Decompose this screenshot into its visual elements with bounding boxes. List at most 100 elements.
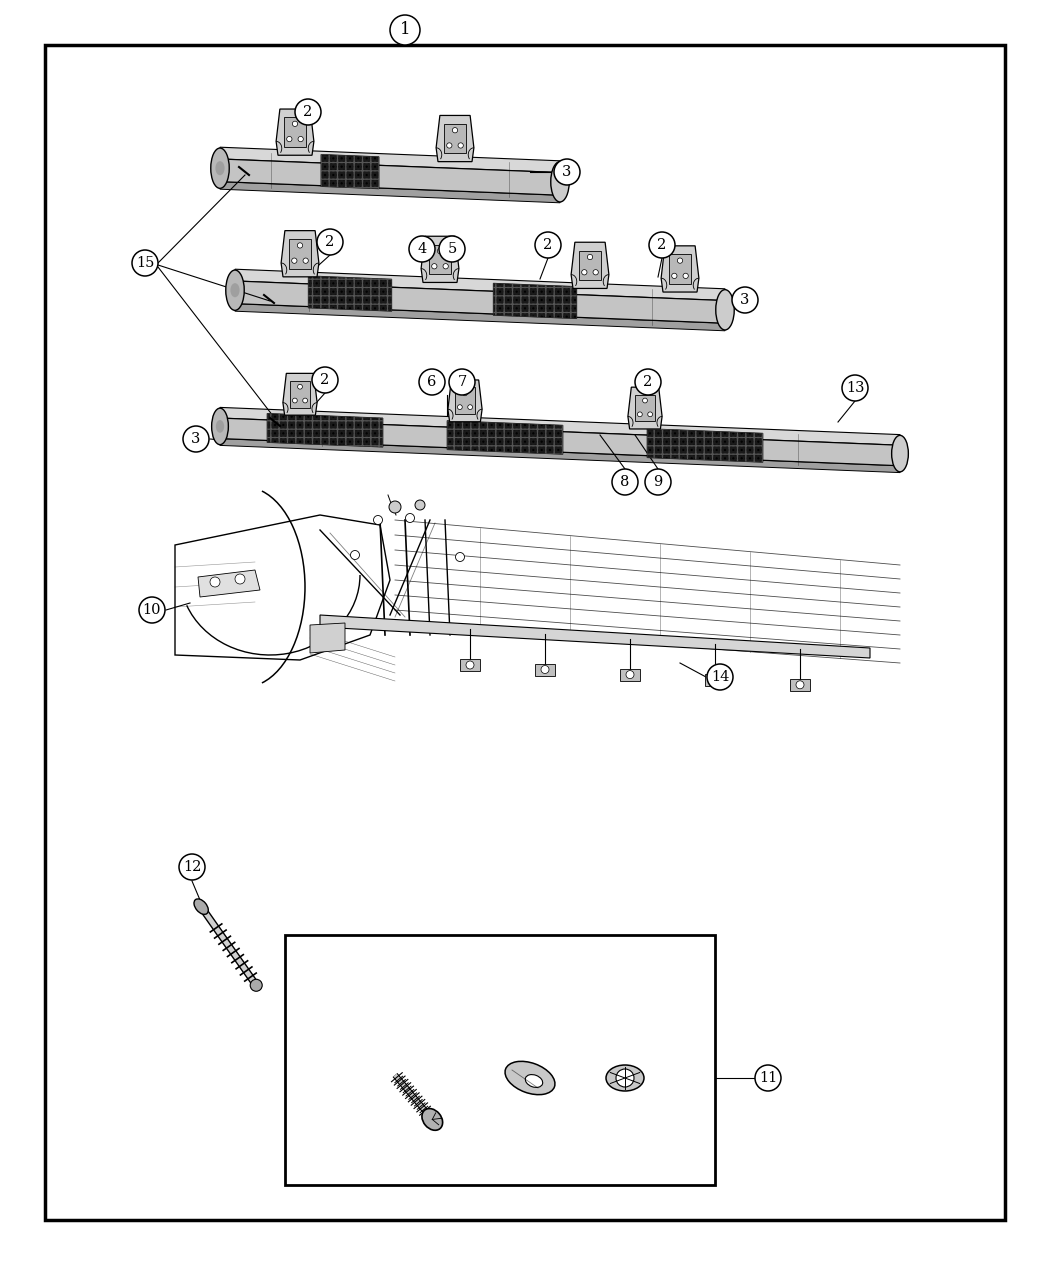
Polygon shape: [267, 413, 383, 448]
Polygon shape: [220, 418, 900, 465]
Circle shape: [456, 552, 464, 561]
Ellipse shape: [230, 283, 239, 297]
Text: 11: 11: [759, 1071, 777, 1085]
Circle shape: [405, 514, 415, 523]
Circle shape: [458, 404, 462, 409]
Circle shape: [388, 501, 401, 513]
Ellipse shape: [212, 408, 228, 445]
Text: 2: 2: [644, 375, 653, 389]
Polygon shape: [571, 242, 609, 288]
Circle shape: [132, 250, 158, 275]
Ellipse shape: [551, 162, 569, 201]
Bar: [536, 663, 555, 676]
Polygon shape: [647, 428, 762, 463]
Polygon shape: [635, 395, 654, 422]
Bar: [460, 659, 480, 671]
Circle shape: [616, 1068, 634, 1088]
Text: 15: 15: [135, 256, 154, 270]
Circle shape: [295, 99, 321, 125]
Text: 10: 10: [143, 603, 162, 617]
Text: 13: 13: [845, 381, 864, 395]
Circle shape: [648, 412, 652, 417]
Ellipse shape: [716, 289, 734, 330]
Polygon shape: [429, 245, 450, 274]
Text: 5: 5: [447, 242, 457, 256]
Text: 2: 2: [657, 238, 667, 252]
Bar: [285, 935, 715, 1184]
Text: 7: 7: [458, 375, 466, 389]
Circle shape: [677, 258, 682, 263]
Circle shape: [645, 469, 671, 495]
Polygon shape: [421, 236, 459, 283]
Circle shape: [390, 15, 420, 45]
Circle shape: [449, 368, 475, 395]
Ellipse shape: [525, 1075, 543, 1088]
Polygon shape: [670, 254, 691, 284]
Circle shape: [467, 404, 472, 409]
Circle shape: [453, 128, 458, 133]
Circle shape: [410, 236, 435, 261]
Polygon shape: [235, 280, 724, 324]
Circle shape: [443, 264, 448, 269]
Ellipse shape: [215, 161, 225, 175]
Circle shape: [415, 500, 425, 510]
Text: 1: 1: [400, 22, 411, 38]
Polygon shape: [220, 408, 900, 445]
Circle shape: [351, 551, 359, 560]
Circle shape: [250, 979, 262, 991]
Circle shape: [178, 854, 205, 880]
Text: 9: 9: [653, 476, 663, 490]
Circle shape: [649, 232, 675, 258]
Text: 2: 2: [544, 238, 552, 252]
Polygon shape: [444, 124, 465, 153]
Polygon shape: [320, 615, 870, 658]
Circle shape: [317, 230, 343, 255]
Polygon shape: [220, 439, 900, 473]
Polygon shape: [628, 388, 663, 428]
Bar: [790, 678, 810, 691]
Circle shape: [541, 666, 549, 673]
Circle shape: [297, 242, 302, 249]
Text: 2: 2: [303, 105, 313, 119]
Circle shape: [446, 143, 452, 148]
Polygon shape: [220, 147, 560, 172]
Polygon shape: [321, 154, 379, 189]
Circle shape: [842, 375, 868, 402]
Circle shape: [682, 273, 689, 278]
Ellipse shape: [211, 148, 229, 189]
Polygon shape: [494, 283, 576, 319]
Circle shape: [292, 258, 297, 264]
Polygon shape: [662, 246, 699, 292]
Text: 2: 2: [326, 235, 335, 249]
Text: 3: 3: [740, 293, 750, 307]
Text: 3: 3: [563, 164, 571, 178]
Circle shape: [439, 236, 465, 261]
Polygon shape: [310, 623, 345, 653]
Ellipse shape: [505, 1061, 555, 1095]
Text: 3: 3: [191, 432, 201, 446]
Text: 12: 12: [183, 861, 202, 873]
Circle shape: [643, 398, 648, 403]
Polygon shape: [282, 374, 317, 416]
Circle shape: [183, 426, 209, 453]
Circle shape: [732, 287, 758, 312]
Polygon shape: [448, 380, 482, 422]
Ellipse shape: [422, 1108, 443, 1131]
Circle shape: [612, 469, 638, 495]
Circle shape: [755, 1065, 781, 1091]
Circle shape: [635, 368, 662, 395]
Circle shape: [297, 384, 302, 389]
Circle shape: [796, 681, 804, 688]
Polygon shape: [220, 181, 560, 203]
Ellipse shape: [226, 270, 245, 310]
Circle shape: [711, 676, 719, 683]
Circle shape: [587, 255, 592, 260]
Polygon shape: [285, 117, 306, 147]
Circle shape: [466, 660, 474, 669]
Polygon shape: [456, 388, 475, 414]
Circle shape: [582, 269, 587, 275]
Circle shape: [637, 412, 643, 417]
Polygon shape: [220, 159, 560, 195]
Polygon shape: [436, 116, 474, 162]
Polygon shape: [580, 251, 601, 280]
